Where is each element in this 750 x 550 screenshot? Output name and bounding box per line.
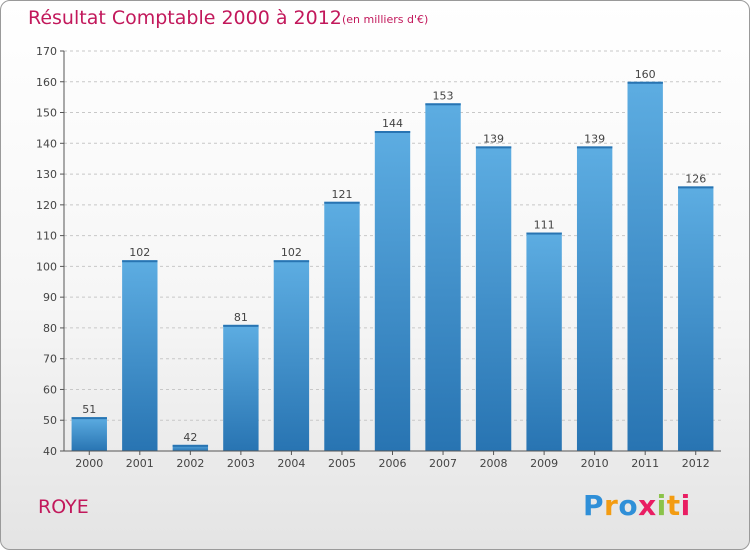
- bar-2002: [172, 444, 209, 451]
- bar-2011: [627, 81, 663, 452]
- y-tick-label: 160: [36, 76, 57, 89]
- x-tick-label-2012: 2012: [682, 457, 710, 470]
- bar-2000: [71, 417, 107, 451]
- logo-letter: i: [656, 489, 667, 522]
- bar-top-edge: [273, 260, 310, 263]
- data-label-2009: 111: [534, 219, 555, 232]
- y-tick-label: 70: [43, 353, 57, 366]
- data-label-2002: 42: [183, 431, 197, 444]
- data-label-2010: 139: [584, 132, 605, 145]
- x-tick-label-2007: 2007: [429, 457, 457, 470]
- x-tick-label-2005: 2005: [328, 457, 356, 470]
- x-tick-label-2006: 2006: [379, 457, 407, 470]
- bar-2007: [425, 103, 461, 452]
- x-tick-label-2001: 2001: [126, 457, 154, 470]
- y-tick-label: 120: [36, 199, 57, 212]
- bar-top-edge: [678, 186, 714, 189]
- y-tick-label: 50: [43, 414, 57, 427]
- bar-top-edge: [324, 201, 360, 204]
- x-tick-label-2000: 2000: [75, 457, 103, 470]
- bar-top-edge: [122, 260, 158, 263]
- data-label-2000: 51: [82, 403, 96, 416]
- bar-2003: [223, 324, 259, 451]
- x-tick-label-2004: 2004: [277, 457, 305, 470]
- y-tick-label: 60: [43, 383, 57, 396]
- x-tick-label-2009: 2009: [530, 457, 558, 470]
- data-label-2003: 81: [234, 311, 248, 324]
- bar-2001: [122, 260, 158, 451]
- x-tick-label-2010: 2010: [581, 457, 609, 470]
- chart-title: Résultat Comptable 2000 à 2012: [28, 7, 342, 29]
- logo-letter: o: [618, 489, 639, 522]
- bar-2008: [475, 146, 512, 451]
- bar-2004: [273, 260, 310, 451]
- logo-letter: i: [680, 489, 691, 522]
- bar-top-edge: [576, 146, 613, 149]
- y-tick-label: 100: [36, 260, 57, 273]
- logo-letter: x: [638, 489, 657, 522]
- x-tick-label-2008: 2008: [480, 457, 508, 470]
- logo-letter: r: [604, 489, 619, 522]
- proxiti-logo: Proxiti: [583, 489, 691, 522]
- town-name: ROYE: [38, 496, 89, 518]
- bar-top-edge: [425, 103, 461, 106]
- chart-subtitle: (en milliers d'€): [342, 13, 429, 26]
- bar-2012: [678, 186, 714, 451]
- bar-top-edge: [627, 81, 663, 84]
- x-tick-label-2002: 2002: [176, 457, 204, 470]
- x-tick-label-2011: 2011: [631, 457, 659, 470]
- y-tick-label: 80: [43, 322, 57, 335]
- bar-2005: [324, 201, 360, 451]
- x-tick-label-2003: 2003: [227, 457, 255, 470]
- data-label-2012: 126: [685, 172, 706, 185]
- bar-2009: [526, 232, 562, 451]
- bar-2006: [374, 131, 411, 451]
- logo-letter: P: [583, 489, 605, 522]
- data-label-2008: 139: [483, 132, 504, 145]
- y-tick-label: 40: [43, 445, 57, 458]
- data-label-2006: 144: [382, 117, 403, 130]
- y-tick-label: 150: [36, 107, 57, 120]
- data-label-2005: 121: [331, 188, 352, 201]
- y-tick-label: 130: [36, 168, 57, 181]
- data-label-2011: 160: [635, 68, 656, 81]
- bar-top-edge: [526, 232, 562, 235]
- bar-top-edge: [374, 131, 411, 133]
- bar-top-edge: [172, 444, 209, 447]
- y-tick-label: 110: [36, 230, 57, 243]
- y-tick-label: 140: [36, 137, 57, 150]
- data-label-2004: 102: [281, 246, 302, 259]
- data-label-2001: 102: [129, 246, 150, 259]
- bar-top-edge: [223, 324, 259, 327]
- y-tick-label: 170: [36, 45, 57, 58]
- bar-top-edge: [71, 417, 107, 420]
- data-label-2007: 153: [433, 89, 454, 102]
- y-tick-label: 90: [43, 291, 57, 304]
- bar-top-edge: [475, 146, 512, 149]
- bar-2010: [576, 146, 613, 451]
- logo-letter: t: [666, 489, 681, 522]
